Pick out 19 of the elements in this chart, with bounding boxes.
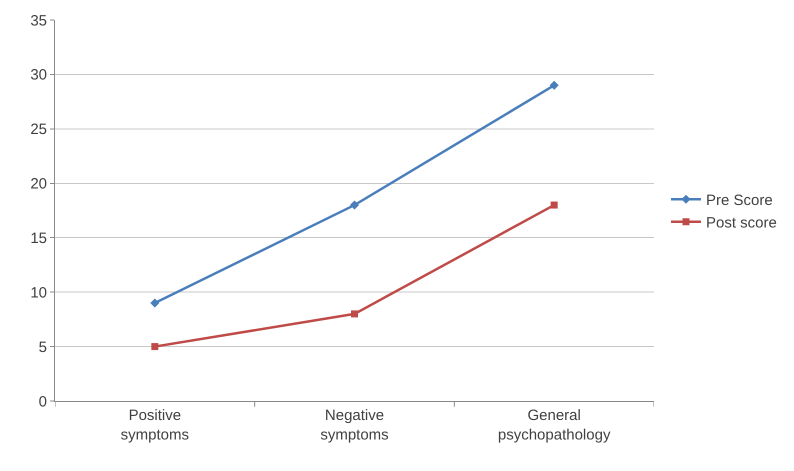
point [550, 80, 559, 90]
y-tick-label: 35 [30, 12, 47, 30]
y-tick-label: 10 [30, 284, 47, 302]
y-tick-label: 20 [30, 176, 47, 193]
legend-label: Pre Score [706, 192, 773, 210]
y-tick-label: 15 [30, 230, 47, 247]
y-tick-label: 30 [30, 66, 47, 84]
y-tick-label: 5 [38, 338, 47, 356]
point [151, 343, 158, 350]
point [350, 200, 360, 210]
y-tick-label: 25 [30, 121, 47, 138]
point [150, 298, 160, 308]
x-tick-label: Negative symptoms [320, 407, 389, 444]
x-tick-label: Positive symptoms [120, 407, 189, 444]
legend-label: Post score [706, 214, 777, 232]
y-tick-label: 0 [38, 393, 47, 410]
x-tick-label: General psychopathology [498, 407, 611, 444]
point [550, 202, 558, 209]
point [351, 310, 358, 318]
